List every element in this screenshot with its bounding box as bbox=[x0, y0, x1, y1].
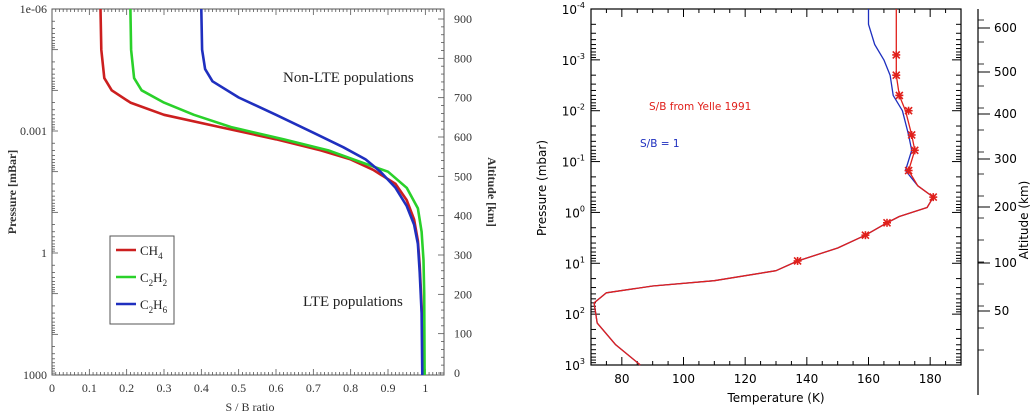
right-x-axis-label: Temperature (K) bbox=[726, 391, 824, 405]
left-series bbox=[99, 8, 426, 376]
left-y2-axis-label: Altitude [km] bbox=[485, 157, 499, 227]
right-y-tick-label: 103 bbox=[565, 357, 585, 373]
left-x-tick-label: 0.4 bbox=[194, 381, 209, 395]
left-x-tick-label: 0.1 bbox=[82, 381, 97, 395]
right-series-marker bbox=[907, 130, 916, 140]
left-y2-tick-label: 400 bbox=[454, 209, 472, 223]
right-annotation-yelle: S/B from Yelle 1991 bbox=[649, 101, 751, 113]
left-y2-tick-label: 600 bbox=[454, 130, 472, 144]
left-x-axis-label: S / B ratio bbox=[225, 400, 274, 414]
left-chart: 0 0.1 0.2 0.3 0.4 0.5 0.6 0.7 0.8 0.9 1 1e-06 0.001… bbox=[5, 2, 499, 414]
left-x-tick-label: 0.2 bbox=[119, 381, 134, 395]
left-y2-tick-label: 0 bbox=[454, 366, 460, 380]
left-y2-tick-label: 100 bbox=[454, 327, 472, 341]
right-series-marker bbox=[892, 71, 901, 80]
legend-label-ch4: CH4 bbox=[140, 243, 163, 261]
left-series-line-1 bbox=[129, 8, 426, 376]
left-y-tick-label: 0.001 bbox=[20, 124, 47, 138]
left-y-tick-label: 1e-06 bbox=[20, 2, 47, 16]
left-annotation-lte: LTE populations bbox=[303, 294, 403, 310]
left-series-line-2 bbox=[200, 8, 424, 376]
right-y2-tick-label: 200 bbox=[994, 200, 1017, 214]
left-x-tick-label: 0.3 bbox=[157, 381, 172, 395]
right-x-tick-label: 100 bbox=[672, 372, 695, 386]
right-x-tick-label: 180 bbox=[919, 372, 942, 386]
left-y2-tick-label: 200 bbox=[454, 287, 472, 301]
right-series-marker bbox=[882, 218, 892, 227]
right-series-marker bbox=[861, 231, 870, 240]
left-y2-tick-label: 300 bbox=[454, 248, 472, 262]
left-y-tick-label: 1000 bbox=[23, 368, 47, 382]
right-series-marker bbox=[904, 166, 913, 175]
right-series-marker bbox=[793, 256, 802, 266]
left-x-tick-label: 0.6 bbox=[269, 381, 284, 395]
left-x-tick-label: 0.5 bbox=[231, 381, 246, 395]
right-y-ticks: 10-4 10-3 10-2 10-1 100 101 102 103 bbox=[562, 1, 961, 373]
right-y-tick-label: 100 bbox=[565, 204, 585, 220]
right-y-tick-label: 101 bbox=[565, 255, 585, 271]
right-y2-ticks: 600 500 400 300 200 100 50 bbox=[978, 19, 1017, 351]
right-y2-tick-label: 300 bbox=[994, 152, 1017, 166]
right-series-marker bbox=[895, 91, 904, 100]
left-x-tick-label: 0.9 bbox=[381, 381, 396, 395]
legend-label-c2h2: C2H2 bbox=[140, 270, 167, 288]
left-y2-tick-label: 800 bbox=[454, 51, 472, 65]
right-series-marker bbox=[929, 193, 938, 202]
right-series-marker bbox=[892, 50, 901, 59]
right-annotation-sb1: S/B = 1 bbox=[640, 138, 680, 150]
right-y2-tick-label: 100 bbox=[994, 256, 1017, 270]
legend-label-c2h6: C2H6 bbox=[140, 297, 168, 315]
right-x-ticks: 80 100 120 140 160 180 bbox=[590, 9, 962, 386]
right-y-tick-label: 10-2 bbox=[562, 103, 585, 119]
right-x-tick-label: 160 bbox=[857, 372, 880, 386]
left-x-tick-label: 0.8 bbox=[343, 381, 358, 395]
right-y2-axis-label: Altitude (km) bbox=[1017, 181, 1031, 260]
right-series-line-0 bbox=[593, 9, 934, 366]
left-annotation-nonlte: Non-LTE populations bbox=[283, 70, 414, 86]
right-x-tick-label: 140 bbox=[795, 372, 818, 386]
right-y-tick-label: 10-4 bbox=[562, 1, 585, 17]
legend: CH4 C2H2 C2H6 bbox=[109, 235, 175, 325]
left-x-tick-label: 0 bbox=[49, 381, 55, 395]
right-chart: 80 100 120 140 160 180 10-4 10-3 10-2 10-1 100 101… bbox=[535, 1, 1031, 405]
right-series bbox=[593, 9, 938, 366]
left-y-axis-label: Pressure [mBar] bbox=[5, 150, 19, 235]
left-x-tick-label: 0.7 bbox=[306, 381, 321, 395]
left-y2-tick-label: 700 bbox=[454, 91, 472, 105]
right-plot-frame bbox=[590, 8, 962, 366]
right-y2-tick-label: 500 bbox=[994, 65, 1017, 79]
left-y-ticks: 1e-06 0.001 1 1000 bbox=[20, 2, 58, 382]
left-y2-ticks: 0 100 200 300 400 500 600 700 800 900 bbox=[438, 12, 472, 380]
right-y-tick-label: 10-1 bbox=[562, 154, 585, 170]
right-y-axis-label: Pressure (mbar) bbox=[535, 140, 549, 236]
left-y2-tick-label: 500 bbox=[454, 169, 472, 183]
right-x-tick-label: 80 bbox=[614, 372, 629, 386]
left-y-tick-label: 1 bbox=[41, 246, 47, 260]
right-x-tick-label: 120 bbox=[734, 372, 757, 386]
right-y2-tick-label: 400 bbox=[994, 107, 1017, 121]
right-series-marker bbox=[910, 146, 919, 155]
left-x-ticks: 0 0.1 0.2 0.3 0.4 0.5 0.6 0.7 0.8 0.9 1 bbox=[49, 9, 445, 395]
right-y-tick-label: 102 bbox=[565, 306, 585, 322]
right-y2-tick-label: 50 bbox=[994, 304, 1009, 318]
left-x-tick-label: 1 bbox=[422, 381, 428, 395]
left-y2-tick-label: 900 bbox=[454, 12, 472, 26]
right-y-tick-label: 10-3 bbox=[562, 52, 585, 68]
right-series-marker bbox=[904, 106, 913, 115]
right-y2-tick-label: 600 bbox=[994, 21, 1017, 35]
right-series-line-1 bbox=[593, 9, 934, 366]
